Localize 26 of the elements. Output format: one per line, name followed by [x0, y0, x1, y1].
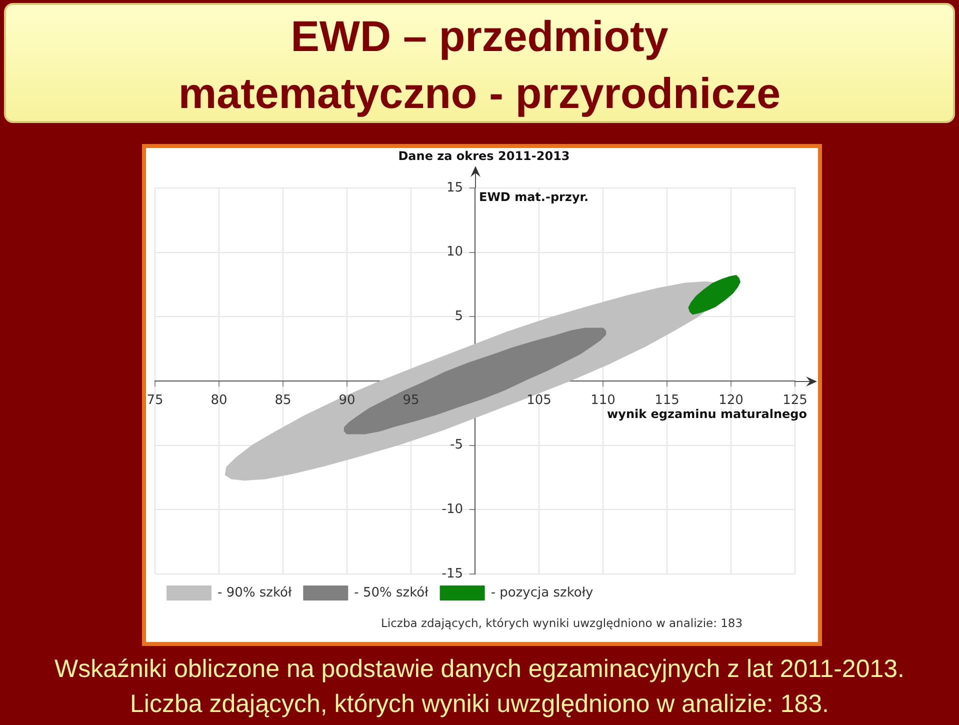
- x-tick-label: 90: [338, 392, 356, 408]
- x-tick-label: 75: [146, 392, 164, 408]
- x-tick-label: 125: [782, 392, 808, 408]
- text: Liczba zdających, których wyniki uwzględniono w analizie: 183.: [129, 689, 830, 720]
- x-tick-label: 110: [590, 392, 616, 408]
- legend-label: - pozycja szkoły: [490, 585, 594, 600]
- chart-title: EWD – przedmioty matematyczno - przyrodnicze: [177, 12, 782, 120]
- x-tick-label: 120: [718, 392, 744, 408]
- chart-subtitle: Dane za okres 2011-2013: [398, 149, 570, 164]
- x-tick-label: 85: [274, 392, 292, 408]
- text: Wskaźniki obliczone na podstawie danych egzaminacyjnych z lat 2011-2013.: [53, 654, 906, 685]
- y-axis-title: EWD mat.-przyr.: [479, 190, 589, 204]
- x-tick-label: 95: [402, 392, 420, 408]
- text: Liczba zdających, których wyniki uwzględniono w analizie: 183: [381, 616, 743, 630]
- legend-label: - 50% szkół: [354, 585, 429, 600]
- x-tick-label: 80: [210, 392, 228, 408]
- y-tick-label: -15: [442, 566, 463, 582]
- x-tick-label: 105: [526, 392, 552, 408]
- legend-label: - 90% szkół: [218, 585, 292, 600]
- y-tick-label: -5: [450, 438, 463, 453]
- y-tick-label: 10: [446, 244, 463, 260]
- y-tick-label: 5: [454, 309, 463, 324]
- y-tick-label: -10: [442, 502, 463, 518]
- x-tick-label: 115: [654, 392, 680, 408]
- x-axis-title: wynik egzaminu maturalnego: [607, 407, 807, 422]
- y-tick-label: 15: [446, 180, 463, 196]
